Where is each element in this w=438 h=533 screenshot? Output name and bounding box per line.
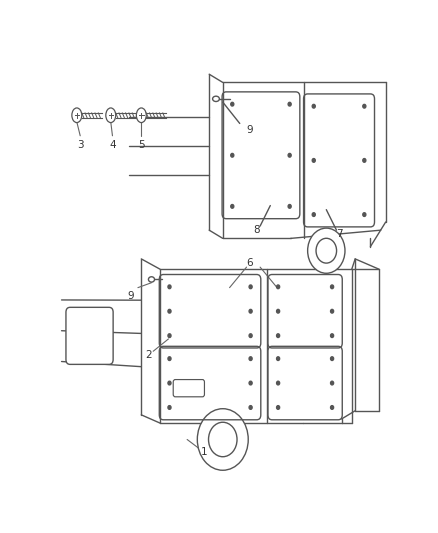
Circle shape bbox=[363, 158, 366, 162]
Circle shape bbox=[316, 238, 336, 263]
Circle shape bbox=[249, 381, 252, 385]
Ellipse shape bbox=[212, 96, 219, 101]
Circle shape bbox=[231, 205, 234, 208]
Circle shape bbox=[331, 285, 334, 289]
Circle shape bbox=[312, 158, 315, 162]
FancyBboxPatch shape bbox=[66, 308, 113, 365]
Circle shape bbox=[231, 102, 234, 106]
Circle shape bbox=[249, 357, 252, 360]
Circle shape bbox=[276, 357, 279, 360]
Text: 6: 6 bbox=[247, 258, 253, 268]
Circle shape bbox=[231, 154, 234, 157]
Text: 8: 8 bbox=[254, 225, 260, 235]
Circle shape bbox=[249, 406, 252, 409]
Ellipse shape bbox=[106, 108, 116, 123]
Text: 3: 3 bbox=[77, 140, 84, 150]
Circle shape bbox=[276, 406, 279, 409]
Circle shape bbox=[331, 334, 334, 337]
Circle shape bbox=[312, 104, 315, 108]
Circle shape bbox=[363, 104, 366, 108]
Circle shape bbox=[288, 102, 291, 106]
Circle shape bbox=[249, 334, 252, 337]
Circle shape bbox=[276, 285, 279, 289]
Circle shape bbox=[288, 205, 291, 208]
Text: 4: 4 bbox=[109, 140, 116, 150]
Circle shape bbox=[363, 213, 366, 216]
Circle shape bbox=[288, 154, 291, 157]
Circle shape bbox=[168, 285, 171, 289]
Circle shape bbox=[208, 422, 237, 457]
Circle shape bbox=[276, 381, 279, 385]
Text: 1: 1 bbox=[201, 447, 208, 457]
Ellipse shape bbox=[72, 108, 82, 123]
Circle shape bbox=[168, 381, 171, 385]
Circle shape bbox=[197, 409, 248, 470]
Circle shape bbox=[168, 334, 171, 337]
Ellipse shape bbox=[136, 108, 146, 123]
Circle shape bbox=[249, 285, 252, 289]
Circle shape bbox=[249, 309, 252, 313]
Text: 7: 7 bbox=[336, 229, 343, 239]
Text: 9: 9 bbox=[247, 125, 253, 135]
Circle shape bbox=[331, 357, 334, 360]
Circle shape bbox=[168, 406, 171, 409]
Text: 2: 2 bbox=[145, 350, 152, 360]
Circle shape bbox=[312, 213, 315, 216]
Text: 5: 5 bbox=[138, 140, 145, 150]
Circle shape bbox=[168, 309, 171, 313]
Ellipse shape bbox=[148, 277, 155, 282]
Circle shape bbox=[331, 309, 334, 313]
Circle shape bbox=[276, 334, 279, 337]
Circle shape bbox=[307, 228, 345, 273]
Circle shape bbox=[331, 406, 334, 409]
Text: 9: 9 bbox=[128, 291, 134, 301]
Circle shape bbox=[331, 381, 334, 385]
Circle shape bbox=[276, 309, 279, 313]
Circle shape bbox=[168, 357, 171, 360]
